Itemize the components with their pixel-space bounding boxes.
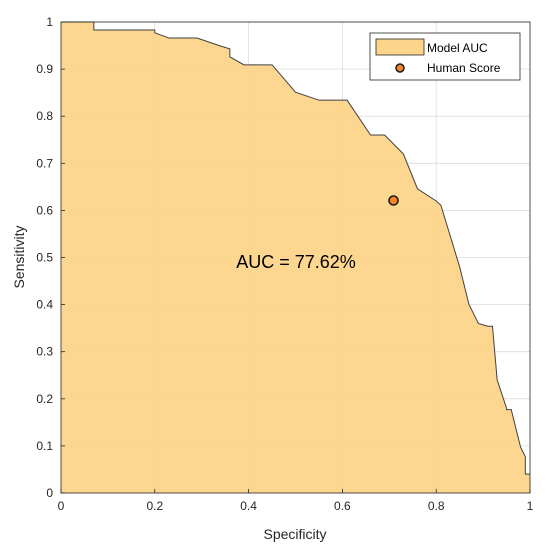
legend-label-human-score: Human Score [427, 61, 501, 75]
y-tick-label: 0.9 [36, 62, 53, 76]
x-tick-label: 0.4 [240, 499, 257, 513]
legend-swatch-human-score [395, 63, 405, 73]
y-tick-label: 0.1 [36, 439, 53, 453]
human-score-layer [388, 195, 399, 206]
x-tick-label: 0 [58, 499, 65, 513]
y-tick-label: 0.2 [36, 392, 53, 406]
legend-swatch-model-auc [375, 38, 425, 56]
auc-area-layer [61, 21, 530, 493]
y-tick-label: 0.6 [36, 203, 53, 217]
y-tick-label: 0.8 [36, 109, 53, 123]
y-tick-label: 1 [46, 15, 53, 29]
y-axis-label: Sensitivity [11, 225, 27, 288]
x-tick-label: 0.8 [428, 499, 445, 513]
x-tick-label: 1 [527, 499, 534, 513]
y-tick-label: 0.3 [36, 345, 53, 359]
x-tick-label: 0.6 [334, 499, 351, 513]
legend: Model AUC Human Score [369, 32, 521, 81]
x-tick-label: 0.2 [146, 499, 163, 513]
y-tick-label: 0.7 [36, 156, 53, 170]
auc-area-fill [61, 22, 530, 493]
y-tick-label: 0.5 [36, 251, 53, 265]
y-tick-label: 0.4 [36, 298, 53, 312]
auc-annotation: AUC = 77.62% [236, 252, 356, 272]
legend-label-model-auc: Model AUC [427, 41, 488, 55]
x-axis-label: Specificity [263, 526, 326, 542]
roc-curve-line [61, 21, 530, 475]
y-tick-label: 0 [46, 486, 53, 500]
human-score-point [388, 195, 399, 206]
axis-ticks: 0 0.2 0.4 0.6 0.8 1 0 0.1 0.2 0.3 0.4 0.5 0.6 0.7 0.8 0… [36, 15, 533, 513]
